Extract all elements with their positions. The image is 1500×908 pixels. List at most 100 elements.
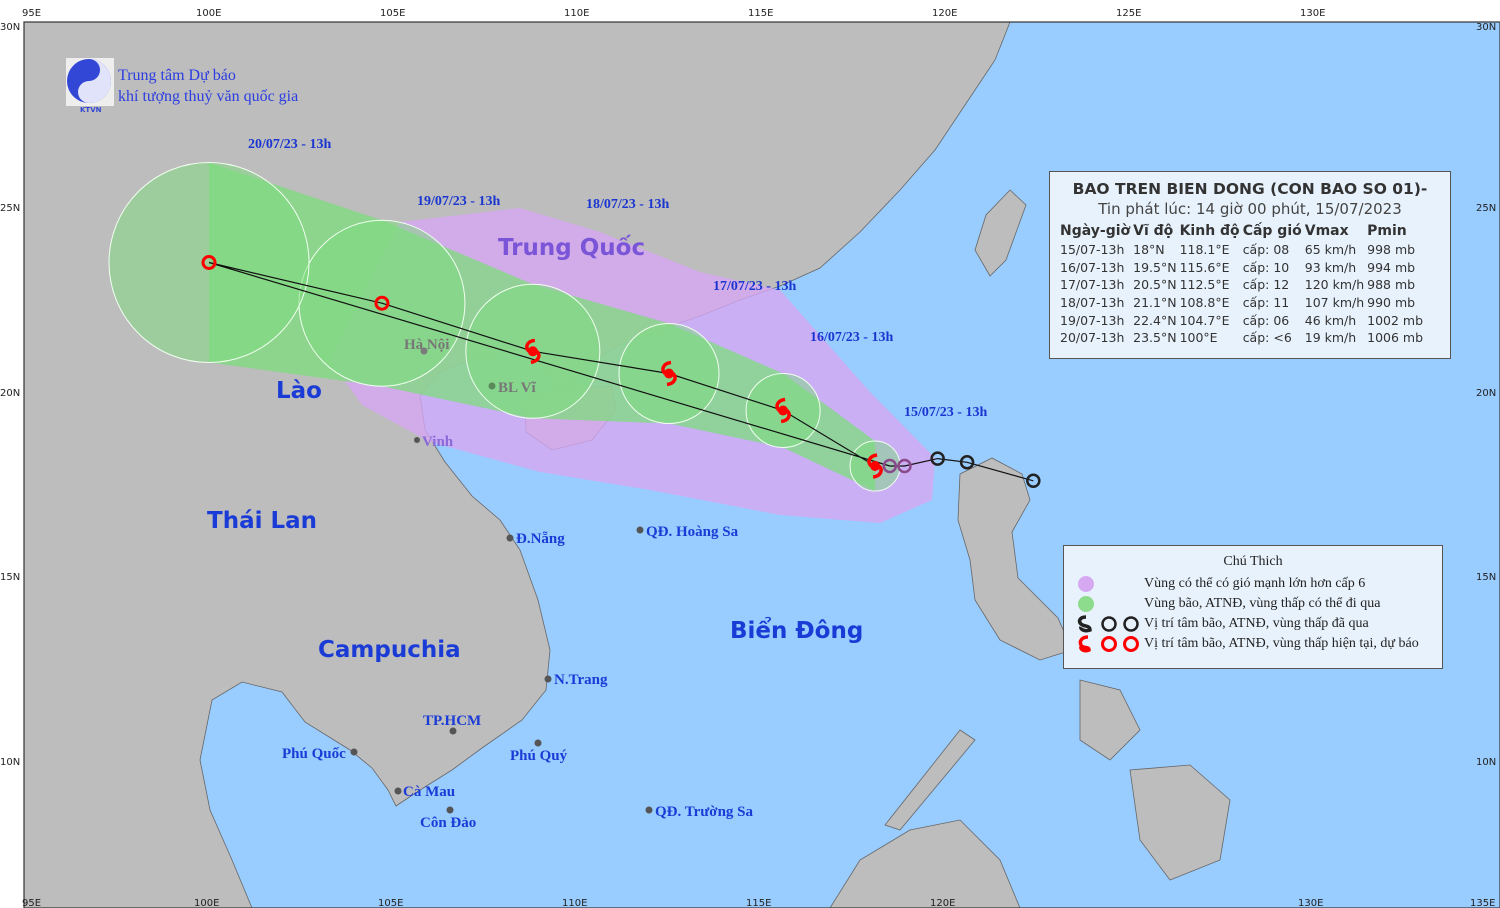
legend-item: Vùng bão, ATNĐ, vùng thấp có thể đi qua bbox=[1064, 594, 1442, 614]
legend-item: Vùng có thể có gió mạnh lớn hơn cấp 6 bbox=[1064, 574, 1442, 594]
city-hcm: TP.HCM bbox=[423, 713, 481, 729]
past-position-marker bbox=[930, 451, 945, 466]
table-cell: 994 mb bbox=[1367, 259, 1416, 275]
table-cell: 112.5°E bbox=[1179, 277, 1230, 293]
table-cell: cấp: 06 bbox=[1242, 312, 1290, 328]
past-position-icon bbox=[1077, 615, 1139, 633]
lat-label: 20N bbox=[1476, 388, 1496, 399]
lat-label: 25N bbox=[1476, 203, 1496, 214]
forecast-low-marker bbox=[374, 295, 390, 311]
palawan-island bbox=[884, 729, 976, 831]
mindanao-island bbox=[1129, 764, 1231, 881]
storm-track bbox=[201, 255, 1041, 489]
table-row: 19/07-13h 22.4°N 104.7°E cấp: 06 46 km/h 1002… bbox=[1060, 311, 1426, 329]
city-blvi: BL Vĩ bbox=[498, 380, 536, 396]
lon-label: 135E bbox=[1470, 898, 1495, 908]
table-cell: 998 mb bbox=[1367, 242, 1416, 258]
storm-icon bbox=[867, 453, 883, 479]
city-hoangsa: QĐ. Hoàng Sa bbox=[646, 524, 739, 540]
table-cell: cấp: 10 bbox=[1242, 259, 1290, 275]
cities: Hà Nội BL Vĩ Vinh Đ.Nẵng QĐ. Hoàng Sa N.… bbox=[282, 337, 754, 831]
table-cell: 93 km/h bbox=[1304, 259, 1357, 275]
taiwan-island bbox=[974, 189, 1027, 277]
map-frame bbox=[23, 21, 1500, 908]
logo-badge-text: KTVN bbox=[80, 106, 102, 114]
table-cell: 19 km/h bbox=[1304, 330, 1357, 346]
table-cell: cấp: 12 bbox=[1242, 277, 1290, 293]
past-position-marker bbox=[1026, 473, 1041, 489]
table-cell: 108.8°E bbox=[1179, 295, 1230, 311]
forecast-label: 19/07/23 - 13h bbox=[417, 194, 500, 209]
table-cell: 16/07-13h bbox=[1060, 259, 1125, 275]
lon-label: 100E bbox=[196, 8, 221, 19]
table-cell: 118.1°E bbox=[1179, 242, 1230, 258]
lat-axis-right: 30N 25N 20N 15N 10N bbox=[1476, 22, 1496, 768]
lat-label: 15N bbox=[1476, 572, 1496, 583]
table-row: 18/07-13h 21.1°N 108.8°E cấp: 11 107 km/h 990… bbox=[1060, 294, 1426, 312]
city-vinh: Vinh bbox=[422, 434, 454, 450]
table-header: Vĩ độ bbox=[1133, 223, 1174, 239]
lat-label: 10N bbox=[1476, 757, 1496, 768]
lon-label: 130E bbox=[1300, 8, 1325, 19]
table-header: Kinh độ bbox=[1179, 223, 1240, 239]
label-cambodia: Campuchia bbox=[318, 637, 461, 663]
table-cell: 19.5°N bbox=[1133, 259, 1177, 275]
label-laos: Lào bbox=[276, 378, 322, 404]
city-hanoi: Hà Nội bbox=[404, 337, 449, 353]
past-position-marker bbox=[882, 458, 898, 474]
storm-icon bbox=[661, 360, 677, 387]
table-cell: 18/07-13h bbox=[1060, 295, 1125, 311]
legend-label: Vùng có thể có gió mạnh lớn hơn cấp 6 bbox=[1144, 576, 1366, 591]
table-row: 16/07-13h 19.5°N 115.6°E cấp: 10 93 km/h 994 … bbox=[1060, 259, 1426, 277]
lat-label: 30N bbox=[1476, 22, 1496, 33]
storm-icon bbox=[775, 397, 791, 424]
table-cell: 19/07-13h bbox=[1060, 312, 1125, 328]
lon-axis-bottom: 95E 100E 105E 110E 115E 120E 130E 135E bbox=[22, 898, 1495, 908]
table-cell: 107 km/h bbox=[1304, 295, 1365, 311]
table-row: 17/07-13h 20.5°N 112.5°E cấp: 12 120 km/h 988… bbox=[1060, 276, 1426, 294]
legend-label: Vùng bão, ATNĐ, vùng thấp có thể đi qua bbox=[1144, 596, 1381, 611]
table-row: 15/07-13h 18°N 118.1°E cấp: 08 65 km/h 998 mb bbox=[1060, 241, 1426, 259]
city-phuquoc: Phú Quốc bbox=[282, 746, 346, 762]
forecast-label: 15/07/23 - 13h bbox=[904, 405, 987, 420]
city-phuquy: Phú Quý bbox=[510, 748, 568, 764]
table-cell: 1002 mb bbox=[1367, 312, 1424, 328]
label-thailand: Thái Lan bbox=[207, 508, 317, 534]
table-cell: 100°E bbox=[1179, 330, 1218, 346]
lon-label: 115E bbox=[748, 8, 773, 19]
city-camau: Cà Mau bbox=[403, 784, 455, 800]
legend-label: Vị trí tâm bão, ATNĐ, vùng thấp đã qua bbox=[1144, 616, 1369, 631]
legend-item: Vị trí tâm bão, ATNĐ, vùng thấp hiện tại… bbox=[1064, 634, 1442, 654]
legend-panel: Chú Thich Vùng có thể có gió mạnh lớn hơ… bbox=[1063, 545, 1443, 669]
storm-info-panel: BAO TREN BIEN DONG (CON BAO SO 01)- Tin … bbox=[1049, 171, 1451, 359]
table-cell: 21.1°N bbox=[1133, 295, 1177, 311]
lat-axis-left: 30N 25N 20N 15N 10N bbox=[0, 22, 20, 768]
lat-label: 10N bbox=[0, 757, 20, 768]
lon-label: 125E bbox=[1116, 8, 1141, 19]
track-zone-swatch-icon bbox=[1078, 596, 1094, 612]
table-cell: 988 mb bbox=[1367, 277, 1416, 293]
table-cell: 1006 mb bbox=[1367, 330, 1424, 346]
lon-axis-top: 95E 100E 105E 110E 115E 120E 125E 130E bbox=[22, 8, 1325, 19]
legend-label: Vị trí tâm bão, ATNĐ, vùng thấp hiện tại… bbox=[1144, 636, 1419, 651]
table-header: Pmin bbox=[1367, 223, 1407, 239]
visayas-islands bbox=[1079, 679, 1141, 761]
lon-label: 110E bbox=[562, 898, 587, 908]
label-china: Trung Quốc bbox=[498, 234, 645, 261]
table-header: Ngày-giờ bbox=[1060, 223, 1131, 239]
lon-label: 95E bbox=[22, 8, 41, 19]
forecast-label: 20/07/23 - 13h bbox=[248, 137, 331, 152]
storm-icon bbox=[525, 338, 541, 365]
legend-title: Chú Thich bbox=[1223, 554, 1283, 569]
logo-line1: Trung tâm Dự báo bbox=[118, 67, 236, 84]
table-cell: 115.6°E bbox=[1179, 259, 1230, 275]
lon-label: 105E bbox=[380, 8, 405, 19]
city-danang: Đ.Nẵng bbox=[516, 531, 565, 547]
lat-label: 30N bbox=[0, 22, 20, 33]
table-header: Cấp gió bbox=[1242, 223, 1302, 239]
legend-item: Vị trí tâm bão, ATNĐ, vùng thấp đã qua bbox=[1064, 614, 1442, 634]
info-issued-time: Tin phát lúc: 14 giờ 00 phút, 15/07/2023 bbox=[1098, 200, 1402, 218]
lon-label: 110E bbox=[564, 8, 589, 19]
table-cell: cấp: <6 bbox=[1242, 330, 1292, 346]
forecast-label: 16/07/23 - 13h bbox=[810, 330, 893, 345]
